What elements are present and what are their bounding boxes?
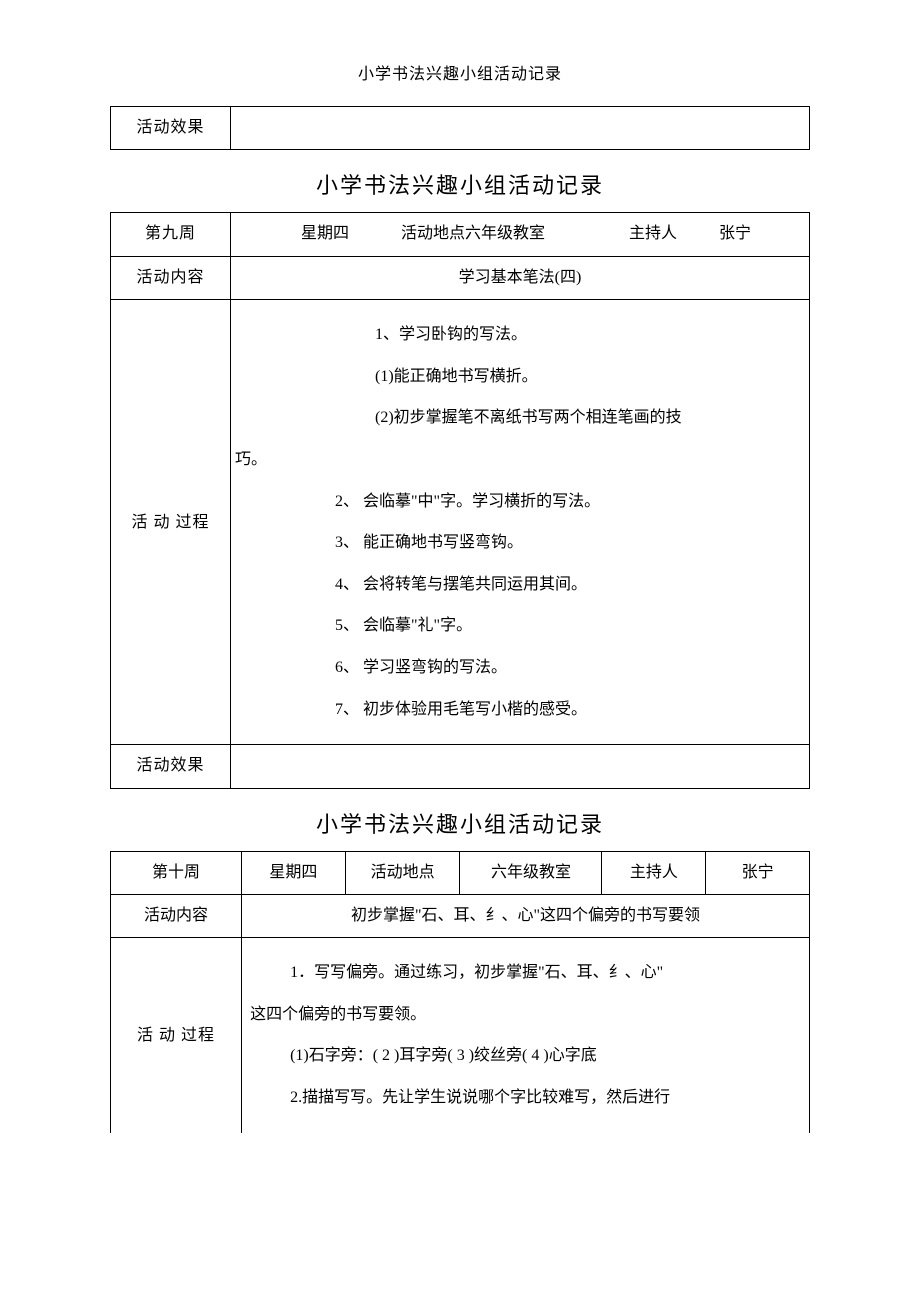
table-effect-only: 活动效果 (110, 106, 810, 150)
activity-table-week9: 第九周 星期四 活动地点六年级教室 主持人 张宁 活动内容 学习基本笔法(四) … (110, 212, 810, 788)
content-value: 学习基本笔法(四) (231, 256, 810, 299)
process-line: 7、 初步体验用毛笔写小楷的感受。 (235, 689, 805, 731)
day-cell: 星期四 (242, 851, 346, 894)
table-row: 活 动 过程 1．写写偏旁。通过练习，初步掌握"石、耳、纟、心" 这四个偏旁的书… (111, 938, 810, 1133)
process-line: 1、学习卧钩的写法。 (235, 314, 805, 356)
host-label: 主持人 (629, 223, 677, 245)
process-label-text: 活 动 过程 (131, 514, 209, 531)
process-label: 活 动 过程 (111, 300, 231, 745)
host-name: 张宁 (719, 223, 751, 245)
activity-table-week10: 第十周 星期四 活动地点 六年级教室 主持人 张宁 活动内容 初步掌握"石、耳、… (110, 851, 810, 1133)
location-text: 活动地点六年级教室 (401, 223, 545, 245)
process-line: 6、 学习竖弯钩的写法。 (235, 647, 805, 689)
week-cell: 第九周 (111, 213, 231, 256)
process-line: (1)石字旁：( 2 )耳字旁( 3 )绞丝旁( 4 )心字底 (250, 1035, 801, 1077)
process-line: 2.描描写写。先让学生说说哪个字比较难写，然后进行 (250, 1077, 801, 1119)
section-title: 小学书法兴趣小组活动记录 (110, 807, 810, 839)
process-line: 巧。 (235, 439, 805, 481)
effect-label: 活动效果 (111, 745, 231, 788)
process-line: 5、 会临摹"礼"字。 (235, 605, 805, 647)
process-label-text: 活 动 过程 (137, 1027, 215, 1044)
process-line: (2)初步掌握笔不离纸书写两个相连笔画的技 (235, 397, 805, 439)
effect-value (231, 107, 810, 150)
page-header: 小学书法兴趣小组活动记录 (110, 60, 810, 84)
host-label: 主持人 (602, 851, 706, 894)
process-line: 1．写写偏旁。通过练习，初步掌握"石、耳、纟、心" (250, 952, 801, 994)
host-name: 张宁 (706, 851, 810, 894)
process-content: 1．写写偏旁。通过练习，初步掌握"石、耳、纟、心" 这四个偏旁的书写要领。 (1… (242, 938, 810, 1133)
table-row: 活动内容 初步掌握"石、耳、纟、心"这四个偏旁的书写要领 (111, 894, 810, 937)
info-cell: 星期四 活动地点六年级教室 主持人 张宁 (231, 213, 810, 256)
effect-label: 活动效果 (111, 107, 231, 150)
process-line: 3、 能正确地书写竖弯钩。 (235, 522, 805, 564)
content-value: 初步掌握"石、耳、纟、心"这四个偏旁的书写要领 (242, 894, 810, 937)
location-label: 活动地点 (345, 851, 460, 894)
section-title: 小学书法兴趣小组活动记录 (110, 168, 810, 200)
process-line: (1)能正确地书写横折。 (235, 356, 805, 398)
effect-value (231, 745, 810, 788)
day-text: 星期四 (301, 223, 349, 245)
process-label: 活 动 过程 (111, 938, 242, 1133)
location-value: 六年级教室 (460, 851, 602, 894)
process-line: 2、 会临摹"中"字。学习横折的写法。 (235, 481, 805, 523)
content-label: 活动内容 (111, 894, 242, 937)
table-row: 活动效果 (111, 745, 810, 788)
table-row: 活 动 过程 1、学习卧钩的写法。 (1)能正确地书写横折。 (2)初步掌握笔不… (111, 300, 810, 745)
table-row: 第十周 星期四 活动地点 六年级教室 主持人 张宁 (111, 851, 810, 894)
week-cell: 第十周 (111, 851, 242, 894)
table-row: 活动效果 (111, 107, 810, 150)
process-content: 1、学习卧钩的写法。 (1)能正确地书写横折。 (2)初步掌握笔不离纸书写两个相… (231, 300, 810, 745)
table-row: 第九周 星期四 活动地点六年级教室 主持人 张宁 (111, 213, 810, 256)
process-line: 这四个偏旁的书写要领。 (250, 994, 801, 1036)
content-label: 活动内容 (111, 256, 231, 299)
table-row: 活动内容 学习基本笔法(四) (111, 256, 810, 299)
process-line: 4、 会将转笔与摆笔共同运用其间。 (235, 564, 805, 606)
